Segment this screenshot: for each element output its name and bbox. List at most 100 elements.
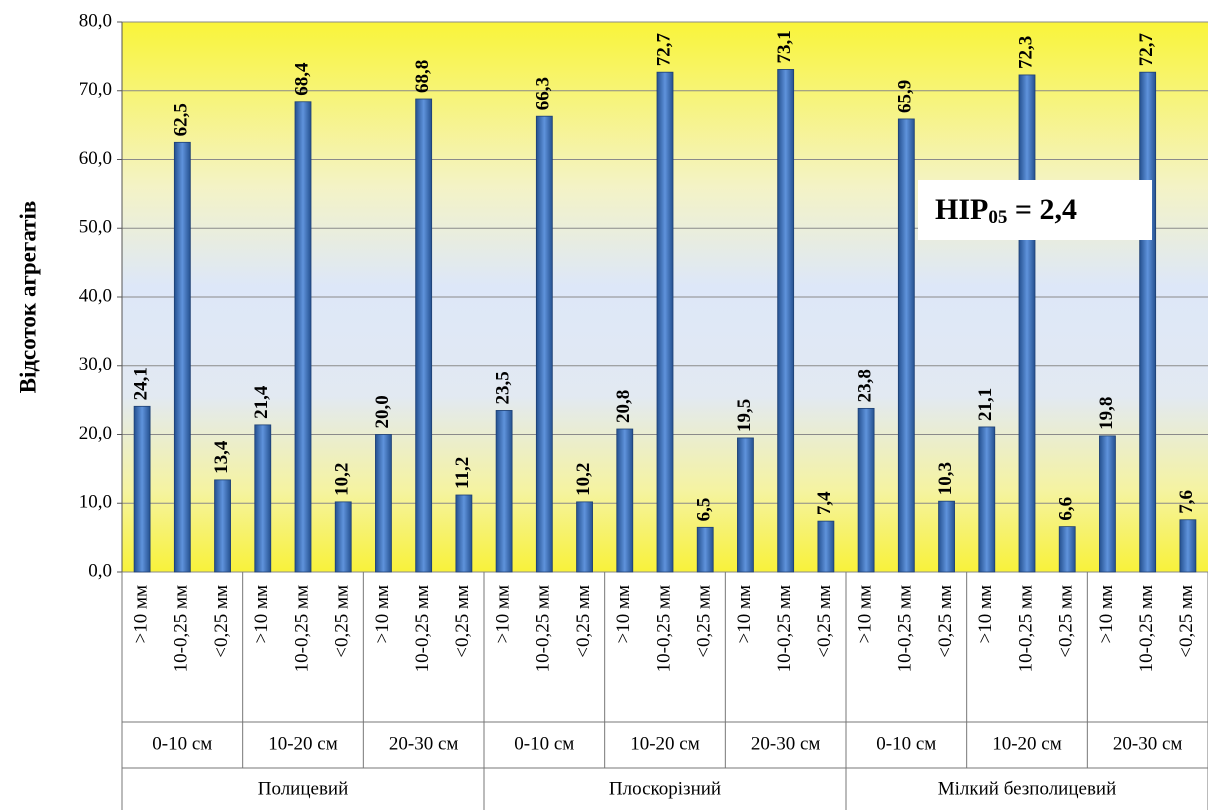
depth-label: 10-20 см: [268, 733, 338, 754]
bar: [133, 405, 151, 573]
method-label: Плоскорізний: [609, 778, 721, 799]
method-label: Мілкий безполицевий: [938, 778, 1117, 799]
x-tick-label: <0,25 мм: [332, 585, 353, 658]
value-label: 21,4: [251, 385, 272, 419]
bar: [375, 434, 392, 573]
value-label: 24,1: [130, 367, 151, 400]
bar: [294, 101, 312, 573]
y-tick-label: 20,0: [79, 423, 112, 444]
value-label: 68,4: [291, 62, 312, 96]
bar: [455, 494, 473, 573]
depth-label: 20-30 см: [389, 733, 459, 754]
bar: [696, 526, 714, 573]
value-label: 20,0: [372, 395, 393, 428]
x-tick-label: <0,25 мм: [1056, 585, 1077, 658]
bar: [173, 141, 191, 573]
value-label: 20,8: [613, 390, 634, 423]
bar: [1179, 519, 1197, 573]
x-tick-label: <0,25 мм: [573, 585, 594, 658]
x-tick-label: >10 мм: [130, 585, 151, 644]
x-tick-label: 10-0,25 мм: [291, 585, 312, 672]
annotation-tail: = 2,4: [1007, 193, 1077, 226]
bar: [978, 426, 996, 573]
x-tick-label: >10 мм: [975, 585, 996, 644]
value-label: 19,5: [734, 399, 755, 432]
x-tick-label: >10 мм: [734, 585, 755, 644]
x-tick-label: <0,25 мм: [935, 585, 956, 658]
value-label: 7,4: [814, 491, 835, 515]
value-label: 6,5: [694, 498, 715, 522]
bar: [897, 118, 915, 573]
bar: [576, 501, 593, 573]
y-axis-label: Відсоток агрегатів: [15, 201, 40, 394]
depth-label: 0-10 см: [514, 733, 574, 754]
bar: [1139, 71, 1157, 573]
x-tick-label: 10-0,25 мм: [171, 585, 192, 672]
x-tick-label: 10-0,25 мм: [1015, 585, 1036, 672]
x-tick-label: <0,25 мм: [452, 585, 473, 658]
bar: [214, 479, 231, 573]
value-label: 72,7: [653, 32, 674, 66]
value-label: 68,8: [412, 60, 433, 93]
x-tick-label: 10-0,25 мм: [1136, 585, 1157, 672]
value-label: 72,7: [1136, 32, 1157, 66]
depth-label: 20-30 см: [751, 733, 821, 754]
bar: [1058, 526, 1076, 573]
y-tick-label: 60,0: [79, 148, 112, 169]
value-label: 23,8: [854, 369, 875, 402]
depth-label: 20-30 см: [1113, 733, 1183, 754]
value-label: 10,3: [935, 462, 956, 495]
x-tick-label: >10 мм: [854, 585, 875, 644]
bar: [817, 520, 835, 573]
bar: [737, 437, 754, 573]
x-tick-label: >10 мм: [1096, 585, 1117, 644]
value-label: 19,8: [1096, 397, 1117, 430]
y-tick-label: 50,0: [79, 217, 112, 238]
depth-label: 0-10 см: [876, 733, 936, 754]
bar: [656, 71, 674, 573]
depth-label: 0-10 см: [152, 733, 212, 754]
value-label: 7,6: [1176, 490, 1197, 514]
x-tick-label: <0,25 мм: [211, 585, 232, 658]
annotation: НІР05 = 2,4: [935, 193, 1077, 228]
annotation-box: [918, 180, 1152, 240]
bar: [334, 501, 352, 573]
bar: [1099, 435, 1116, 573]
value-label: 13,4: [211, 440, 232, 474]
value-label: 73,1: [774, 30, 795, 63]
bar: [495, 410, 513, 573]
method-label: Полицевий: [258, 778, 349, 799]
bar: [1018, 74, 1036, 573]
x-tick-label: 10-0,25 мм: [653, 585, 674, 672]
y-tick-label: 70,0: [79, 79, 112, 100]
x-tick-label: 10-0,25 мм: [412, 585, 433, 672]
x-tick-label: >10 мм: [613, 585, 634, 644]
value-label: 21,1: [975, 388, 996, 421]
x-tick-label: <0,25 мм: [1176, 585, 1197, 658]
value-label: 10,2: [573, 463, 594, 496]
depth-label: 10-20 см: [992, 733, 1062, 754]
bar: [777, 69, 795, 573]
y-tick-label: 80,0: [79, 10, 112, 31]
value-label: 62,5: [171, 103, 192, 136]
value-label: 11,2: [452, 457, 473, 489]
value-label: 23,5: [492, 371, 513, 404]
x-tick-label: <0,25 мм: [814, 585, 835, 658]
y-tick-label: 10,0: [79, 492, 112, 513]
value-label: 66,3: [533, 77, 554, 110]
value-label: 72,3: [1015, 36, 1036, 69]
annotation-subscript: 05: [988, 207, 1007, 228]
bar: [535, 115, 553, 573]
x-tick-label: 10-0,25 мм: [774, 585, 795, 672]
x-tick-label: >10 мм: [492, 585, 513, 644]
value-label: 6,6: [1056, 497, 1077, 521]
value-label: 10,2: [332, 463, 353, 496]
annotation-main: НІР: [935, 193, 988, 226]
bar: [415, 98, 433, 573]
x-tick-label: 10-0,25 мм: [533, 585, 554, 672]
y-tick-label: 30,0: [79, 354, 112, 375]
depth-label: 10-20 см: [630, 733, 700, 754]
bar: [254, 424, 272, 573]
x-tick-label: 10-0,25 мм: [895, 585, 916, 672]
